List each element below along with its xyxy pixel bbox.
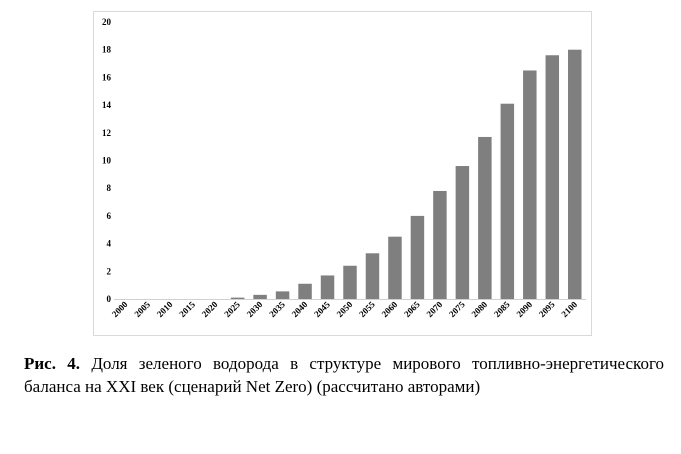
x-tick-label: 2090 [514, 299, 534, 319]
y-tick-label: 18 [102, 45, 112, 55]
bar [365, 253, 380, 299]
x-tick-label: 2025 [222, 299, 242, 319]
y-tick-label: 16 [102, 72, 112, 82]
x-tick-label: 2075 [447, 299, 467, 319]
y-tick-label: 10 [102, 156, 112, 166]
bar [500, 103, 515, 299]
x-tick-label: 2080 [469, 299, 489, 319]
x-tick-label: 2085 [492, 299, 512, 319]
bar [523, 70, 537, 299]
figure-caption: Рис. 4. Доля зеленого водорода в структу… [24, 352, 664, 398]
y-tick-label: 0 [107, 294, 112, 304]
y-tick-label: 14 [102, 100, 112, 110]
bar [433, 190, 447, 299]
x-tick-label: 2005 [132, 299, 152, 319]
bar [253, 294, 267, 299]
x-tick-label: 2015 [177, 299, 197, 319]
bar [298, 283, 312, 299]
x-tick-label: 2020 [200, 299, 220, 319]
x-tick-label: 2030 [245, 299, 265, 319]
x-tick-label: 2040 [290, 299, 310, 319]
x-tick-label: 2045 [312, 299, 332, 319]
bar [478, 136, 492, 299]
bar [410, 215, 425, 299]
bar [455, 166, 470, 299]
x-tick-label: 2065 [402, 299, 422, 319]
bar [568, 49, 582, 300]
x-tick-label: 2010 [155, 299, 175, 319]
caption-text: Доля зеленого водорода в структуре миров… [24, 354, 664, 396]
bar [545, 55, 560, 299]
chart-frame: 0 2 4 6 8 10 12 14 16 18 20 2000 2005 2010 2015 2020 202… [93, 11, 592, 336]
x-tick-label: 2095 [537, 299, 557, 319]
bar [388, 236, 402, 299]
y-tick-label: 6 [107, 211, 112, 221]
bar [343, 265, 357, 299]
x-tick-label: 2050 [335, 299, 355, 319]
y-tick-label: 12 [102, 128, 112, 138]
y-tick-label: 20 [102, 17, 112, 27]
bar [275, 291, 290, 299]
x-tick-label: 2055 [357, 299, 377, 319]
x-tick-label: 2060 [380, 299, 400, 319]
x-tick-label: 2100 [559, 299, 579, 319]
bar [230, 297, 245, 299]
x-tick-label: 2035 [267, 299, 287, 319]
bar [320, 275, 335, 299]
bar-chart: 0 2 4 6 8 10 12 14 16 18 20 2000 2005 2010 2015 2020 202… [102, 17, 586, 319]
y-tick-label: 2 [107, 266, 112, 276]
x-tick-label: 2070 [425, 299, 445, 319]
y-tick-label: 8 [107, 183, 112, 193]
y-tick-label: 4 [107, 239, 112, 249]
x-tick-label: 2000 [110, 299, 130, 319]
figure-label: Рис. 4. [24, 354, 81, 373]
